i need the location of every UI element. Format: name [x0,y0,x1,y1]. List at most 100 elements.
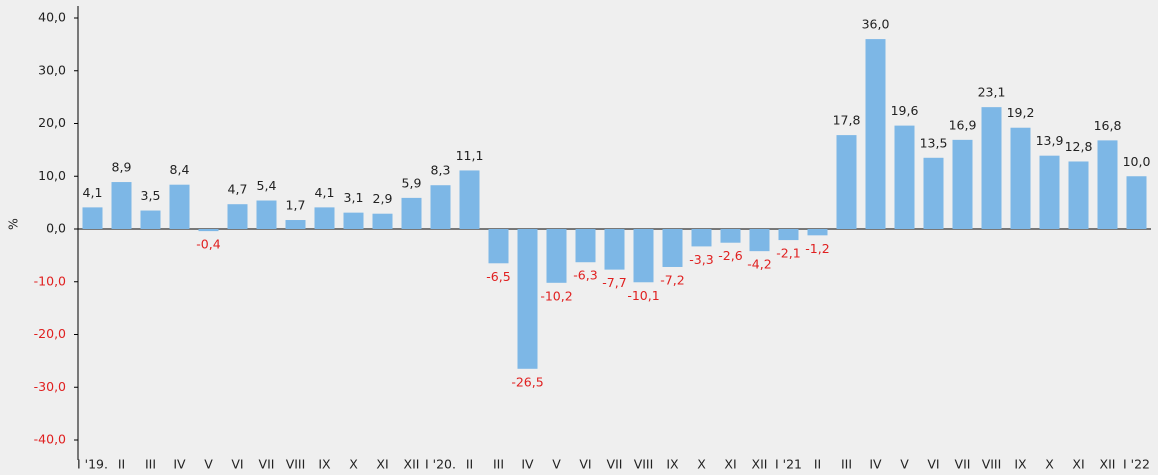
bar [662,229,683,267]
x-tick-label: XI [376,457,388,472]
x-tick-label: VI [231,457,243,472]
x-tick-label: IV [869,457,882,472]
bar [575,229,596,263]
bar [807,229,828,236]
x-tick-label: III [493,457,504,472]
y-tick-label: 30,0 [38,62,66,77]
data-label: 8,3 [431,163,451,178]
data-label: 4,1 [315,185,335,200]
x-tick-label: VIII [286,457,306,472]
data-label: 10,0 [1123,154,1151,169]
data-label: -7,2 [660,272,684,287]
bar [227,204,248,229]
x-tick-label: III [841,457,852,472]
x-tick-label: XII [752,457,768,472]
bar [546,229,567,283]
bar [169,184,190,229]
x-tick-label: IV [521,457,534,472]
bar [865,39,886,229]
data-label: -3,3 [689,252,713,267]
x-tick-label: XI [724,457,736,472]
y-tick-label: 40,0 [38,10,66,25]
x-tick-label: I '21 [775,457,802,472]
y-tick-label: -40,0 [34,432,66,447]
bar [140,210,161,229]
data-label: 19,2 [1007,105,1035,120]
data-label: 16,8 [1094,118,1122,133]
data-label: 8,4 [170,162,190,177]
y-tick-label: 10,0 [38,168,66,183]
data-label: 5,4 [257,178,277,193]
bar [82,207,103,229]
x-tick-label: XII [1100,457,1116,472]
bar [1039,155,1060,229]
x-tick-label: VII [607,457,623,472]
data-label: 36,0 [862,17,890,32]
x-tick-label: I '22 [1123,457,1150,472]
x-tick-label: I '19. [77,457,108,472]
x-tick-label: X [697,457,706,472]
data-label: 13,5 [920,135,948,150]
bar [720,229,741,243]
y-tick-label: 20,0 [38,115,66,130]
bar [1126,176,1147,229]
bar [459,170,480,229]
x-tick-label: V [204,457,213,472]
data-label: -26,5 [511,374,543,389]
x-tick-label: VI [579,457,591,472]
y-tick-label: -30,0 [34,379,66,394]
x-tick-label: II [466,457,473,472]
bar [198,229,219,232]
data-label: -6,3 [573,268,597,283]
bar [894,125,915,229]
y-tick-label: -10,0 [34,273,66,288]
bar [343,212,364,229]
bar [111,182,132,229]
x-tick-label: VIII [634,457,654,472]
x-tick-label: IX [1014,457,1027,472]
x-tick-label: I '20. [425,457,456,472]
y-axis-label: % [6,218,21,230]
data-label: -6,5 [486,269,510,284]
x-tick-label: VI [927,457,939,472]
x-tick-label: V [552,457,561,472]
bar [778,229,799,241]
data-label: -10,1 [627,288,659,303]
x-tick-label: VII [259,457,275,472]
x-tick-label: IV [173,457,186,472]
x-tick-label: V [900,457,909,472]
data-label: -0,4 [196,237,220,252]
data-label: 1,7 [286,198,306,213]
data-label: 19,6 [891,103,919,118]
x-tick-label: XI [1072,457,1084,472]
bar [517,229,538,369]
data-label: 5,9 [402,175,422,190]
x-tick-label: IX [318,457,331,472]
x-tick-label: VIII [982,457,1002,472]
bar [604,229,625,270]
bar [256,200,277,229]
bar [691,229,712,247]
x-tick-label: X [1045,457,1054,472]
bar [1097,140,1118,229]
data-label: 4,7 [228,182,248,197]
x-tick-label: II [814,457,821,472]
bar [1010,127,1031,229]
bar [981,107,1002,229]
data-label: -7,7 [602,275,626,290]
bar [1068,161,1089,229]
bar [285,220,306,229]
data-label: 12,8 [1065,139,1093,154]
bar [314,207,335,229]
y-tick-label: -20,0 [34,326,66,341]
data-label: 3,1 [344,190,364,205]
data-label: 16,9 [949,117,977,132]
data-label: 8,9 [112,160,132,175]
data-label: -1,2 [805,241,829,256]
data-label: 11,1 [456,148,484,163]
y-tick-label: 0,0 [46,221,66,236]
data-label: 4,1 [83,185,103,200]
data-label: 23,1 [978,85,1006,100]
data-label: 17,8 [833,113,861,128]
